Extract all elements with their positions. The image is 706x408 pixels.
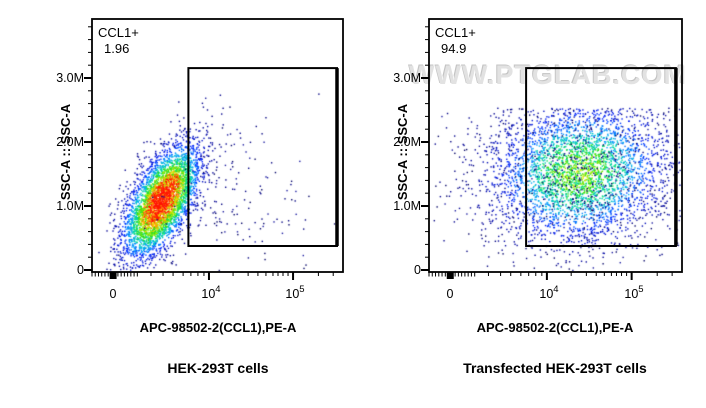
axis-ticks: [84, 26, 673, 280]
x-tick-1e5-exp-left: 5: [299, 284, 304, 295]
x-tick-1e4-right: 104: [539, 284, 558, 301]
y-tick-3M-right: 3.0M: [393, 71, 421, 85]
caption-right: Transfected HEK-293T cells: [463, 360, 647, 376]
gate-rect-left: [187, 67, 338, 247]
y-tick-1M-right: 1.0M: [393, 199, 421, 213]
gate-label-right: CCL1+: [435, 25, 476, 40]
x-axis-title-right: APC-98502-2(CCL1),PE-A: [477, 320, 634, 335]
x-tick-1e5-exp-right: 5: [638, 284, 643, 295]
y-tick-1M-left: 1.0M: [56, 199, 84, 213]
y-tick-3M-left: 3.0M: [56, 71, 84, 85]
x-tick-1e4-exp-right: 4: [553, 284, 558, 295]
x-axis-title-left: APC-98502-2(CCL1),PE-A: [140, 320, 297, 335]
gate-percent-left: 1.96: [104, 41, 129, 56]
x-tick-1e4-left: 104: [201, 284, 220, 301]
x-tick-0-right: 0: [447, 287, 454, 301]
x-tick-1e5-base-right: 10: [624, 287, 638, 301]
x-tick-1e4-base-left: 10: [201, 287, 215, 301]
x-tick-0-left: 0: [110, 287, 117, 301]
gate-percent-right: 94.9: [441, 41, 466, 56]
panel-left: CCL1+ 1.96 0 1.0M 2.0M 3.0M 0 104 105 AP…: [56, 18, 344, 376]
y-tick-0-right: 0: [414, 263, 421, 277]
x-tick-1e5-left: 105: [285, 284, 304, 301]
y-tick-0-left: 0: [77, 263, 84, 277]
plot-frame-left: [91, 18, 344, 273]
x-tick-1e4-exp-left: 4: [215, 284, 220, 295]
y-tick-2M-right: 2.0M: [393, 135, 421, 149]
x-tick-1e5-right: 105: [624, 284, 643, 301]
caption-left: HEK-293T cells: [167, 360, 268, 376]
y-axis-title-right: SSC-A :: SSC-A: [395, 103, 410, 200]
plot-frame-right: [428, 18, 683, 273]
y-axis-title-left: SSC-A :: SSC-A: [58, 103, 73, 200]
y-tick-2M-left: 2.0M: [56, 135, 84, 149]
x-tick-1e5-base-left: 10: [285, 287, 299, 301]
panel-right: CCL1+ 94.9 0 1.0M 2.0M 3.0M 0 104 105 AP…: [393, 18, 683, 376]
gate-rect-right: [525, 67, 677, 247]
gate-label-left: CCL1+: [98, 25, 139, 40]
x-tick-1e4-base-right: 10: [539, 287, 553, 301]
